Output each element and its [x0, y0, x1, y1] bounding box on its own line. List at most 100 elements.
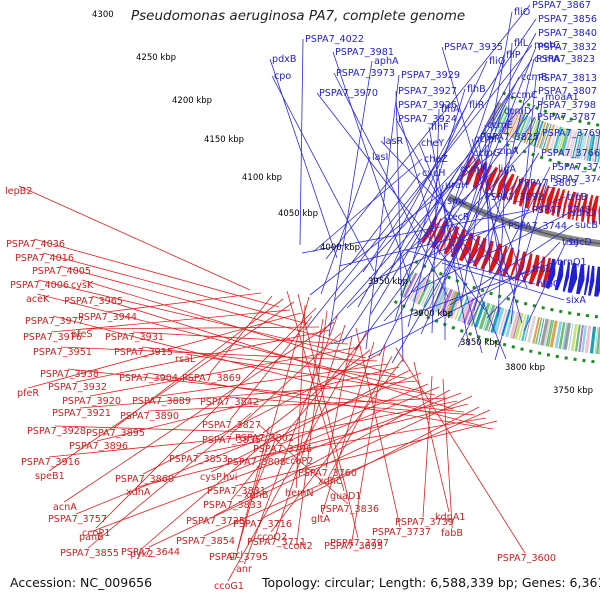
feature-band-gene — [506, 110, 519, 137]
reverse-gene-label: PSPA7_3869 — [182, 373, 241, 384]
forward-gene-label: ccmB — [521, 72, 547, 83]
reverse-gene-label: PSPA7_4016 — [15, 253, 74, 264]
reverse-gene-label: PSPA7_3831 — [207, 486, 266, 497]
reverse-gene-arrow — [512, 177, 525, 205]
reverse-gene-arrow — [556, 189, 566, 217]
forward-gene-label: aphA — [374, 56, 399, 67]
forward-gene-label: PSPA7_3813 — [538, 73, 597, 84]
feature-band-gene — [474, 301, 486, 328]
reverse-gene-label: PSPA7_3808 — [227, 457, 286, 468]
blue-leader-line — [328, 60, 373, 337]
kbp-tick-label: 4150 kbp — [204, 135, 244, 145]
forward-gene-label: moaA1 — [545, 92, 579, 103]
red-leader-line — [355, 327, 401, 528]
feature-band-gene — [428, 284, 441, 310]
blue-leader-line — [418, 142, 507, 360]
reverse-gene-label: PSPA7_3944 — [78, 312, 137, 323]
reverse-gene-label: PSPA7_3757 — [48, 514, 107, 525]
feature-band-gene — [512, 312, 521, 339]
blue-leader-line — [362, 18, 537, 273]
red-leader-line — [142, 352, 382, 475]
reverse-gene-label: PSPA7_3827 — [202, 420, 261, 431]
reverse-gene-label: PSPA7_3835 — [202, 435, 261, 446]
forward-gene-label: PSPA7_3929 — [401, 70, 460, 81]
blue-leader-line — [317, 90, 537, 338]
red-leader-line — [230, 338, 364, 501]
forward-gene-label: PSPA7_3832 — [538, 42, 597, 53]
kbp-tick-label: 4000 kbp — [320, 243, 360, 253]
reverse-gene-label: gcl — [229, 550, 243, 561]
forward-gene-label: ccmF — [474, 134, 499, 145]
blue-leader-line — [316, 92, 486, 311]
feature-band-gene — [447, 291, 460, 318]
kbp-tick-label: 4200 kbp — [172, 96, 212, 106]
feature-band-gene — [488, 305, 498, 332]
red-leader-line — [105, 292, 262, 313]
reverse-gene-label: PSPA7_3760 — [298, 468, 357, 479]
feature-band-gene — [524, 315, 532, 342]
blue-leader-line — [333, 152, 472, 302]
feature-band-gene — [561, 128, 571, 156]
reverse-gene-arrow — [591, 195, 599, 224]
reverse-gene-label: PSPA7_3716 — [233, 519, 292, 530]
forward-gene-label: PSPA7_3927 — [398, 86, 457, 97]
reverse-gene-label: PSPA7_4006 — [10, 280, 69, 291]
feature-band-gene — [557, 127, 567, 155]
feature-band-gene — [564, 129, 573, 157]
feature-band-gene — [498, 107, 511, 133]
feature-band-gene — [527, 119, 539, 145]
red-leader-line — [52, 315, 483, 427]
blue-leader-line — [494, 178, 549, 361]
reverse-gene-label: PSPA7_3890 — [120, 411, 179, 422]
feature-band-gene — [547, 125, 556, 151]
blue-leader-line — [523, 241, 567, 332]
red-leader-line — [280, 383, 429, 445]
blue-leader-line — [441, 262, 565, 301]
reverse-gene-label: PSPA7_3739 — [395, 517, 454, 528]
feature-band-gene — [549, 320, 558, 348]
blue-leader-line — [354, 104, 536, 351]
forward-gene-label: lasR — [383, 136, 404, 147]
reverse-gene-arrow — [587, 194, 594, 223]
feature-band-gene — [571, 323, 578, 351]
forward-gene-label: PSPA7_3787 — [537, 112, 596, 123]
red-leader-line — [148, 395, 473, 548]
blue-leader-line — [404, 249, 536, 285]
reverse-gene-label: PSPA7_3644 — [121, 547, 180, 558]
forward-gene-label: fliR — [469, 100, 485, 111]
reverse-gene-label: PSPA7_3896 — [69, 441, 128, 452]
forward-gene-label: PSPA7_3981 — [335, 47, 394, 58]
forward-gene-label: motC — [534, 40, 560, 51]
red-leader-line — [298, 318, 324, 457]
reverse-gene-label: PSPA7_4005 — [32, 266, 91, 277]
blue-leader-line — [367, 268, 531, 358]
forward-gene-label: smc — [447, 196, 467, 207]
reverse-gene-label: PSPA7_3802 — [235, 433, 294, 444]
kbp-tick-label: 3850 kbp — [460, 338, 500, 348]
blue-leader-line — [423, 54, 505, 292]
forward-gene-arrow — [567, 262, 578, 293]
feature-band-gene — [510, 112, 522, 138]
kbp-tick-label: 4250 kbp — [136, 53, 176, 63]
forward-gene-label: PSPA7_3807 — [538, 86, 597, 97]
blue-leader-line — [380, 140, 515, 282]
feature-band-gene — [493, 307, 505, 335]
reverse-gene-arrow — [514, 251, 526, 281]
reverse-gene-arrow — [458, 232, 474, 262]
reverse-gene-label: PSPA7_3855 — [60, 548, 119, 559]
forward-gene-label: sdhD — [571, 208, 596, 219]
reverse-gene-label: PSPA7_3600 — [497, 553, 556, 564]
genome-backbone — [447, 193, 600, 248]
feature-band-gene — [457, 295, 469, 322]
forward-gene-label: trbB — [567, 192, 587, 203]
forward-gene-label: PSPA7_4022 — [305, 34, 364, 45]
blue-leader-line — [370, 168, 459, 315]
reverse-gene-labels: lepB2 PSPA7_4036 PSPA7_4016 PSPA7_4005 PSPA7… — [5, 186, 556, 592]
reverse-gene-label: PSPA7_3977 — [25, 316, 84, 327]
blue-leader-line — [428, 126, 470, 347]
reverse-gene-label: PSPA7_3842 — [200, 397, 259, 408]
feature-band-gene — [532, 317, 541, 344]
feature-band-gene — [584, 133, 592, 161]
feature-band-gene — [555, 127, 564, 154]
reverse-gene-label: gltA — [311, 514, 331, 525]
